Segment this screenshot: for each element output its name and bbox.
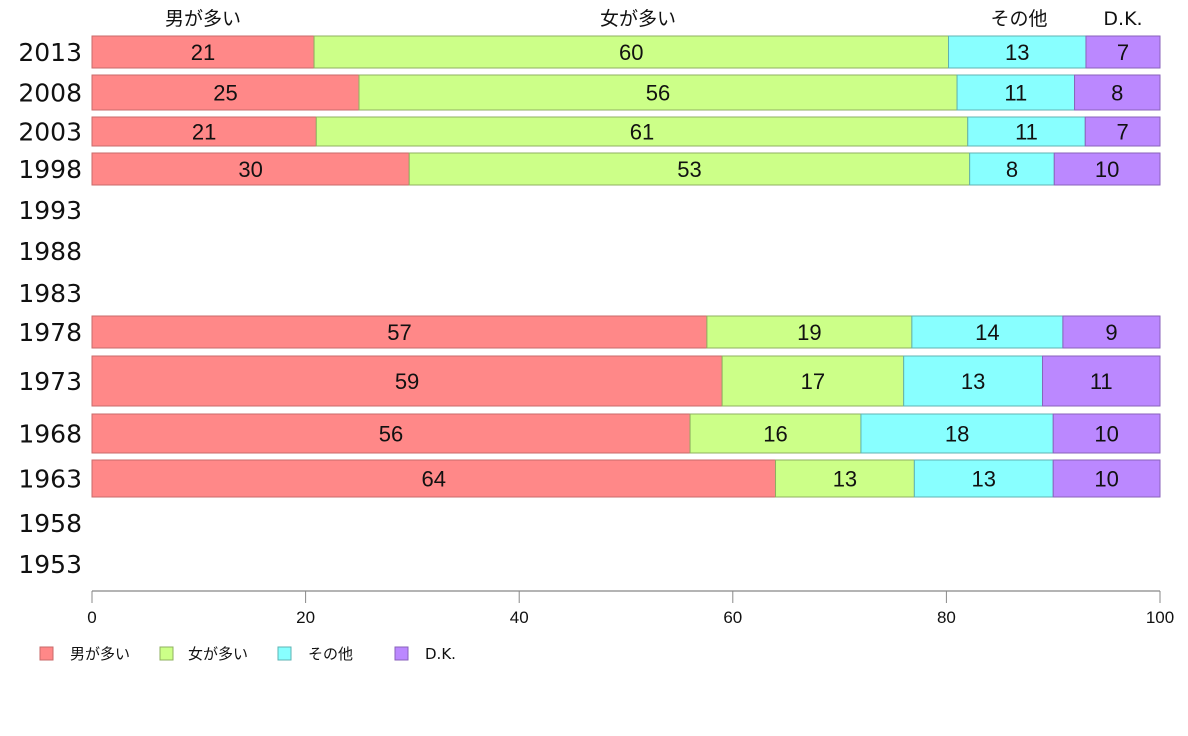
bar-value-label: 17	[801, 369, 825, 394]
bar-value-label: 11	[1015, 120, 1038, 145]
top-label-men: 男が多い	[165, 8, 241, 30]
bars: 21 60 13 7 25 56 11 8 21 61 11 7 30 53 8 10 57 19 14 9 59 17 1…	[91, 35, 1161, 498]
bar-value-label: 56	[379, 422, 403, 447]
bar-segment	[706, 315, 913, 349]
y-tick-label: 1963	[18, 465, 82, 494]
y-tick-label: 1958	[18, 509, 82, 538]
bar-segment	[903, 355, 1044, 407]
y-tick-label: 2003	[18, 118, 82, 147]
x-tick-label: 100	[1146, 608, 1174, 627]
bar-value-label: 19	[797, 320, 821, 345]
bar-value-label: 13	[1005, 40, 1029, 65]
y-tick-label: 1993	[18, 196, 82, 225]
top-label-other: その他	[990, 8, 1047, 30]
bar-segment	[91, 315, 708, 349]
bar-value-label: 56	[646, 81, 670, 106]
bar-value-label: 10	[1095, 157, 1119, 182]
bar-segment	[408, 152, 971, 186]
bar-segment	[1053, 152, 1161, 186]
bar-value-label: 25	[213, 81, 237, 106]
bar-segment	[91, 355, 723, 407]
bar-value-label: 21	[192, 120, 216, 145]
legend-swatch	[277, 646, 292, 661]
bar-segment	[313, 35, 950, 69]
bar-segment	[91, 413, 691, 454]
bar-value-label: 18	[945, 422, 969, 447]
x-tick-label: 40	[510, 608, 529, 627]
bar-segment	[91, 152, 410, 186]
bar-segment	[1085, 35, 1161, 69]
bar-value-label: 7	[1116, 120, 1128, 145]
bar-value-label: 57	[387, 320, 411, 345]
bar-value-label: 30	[238, 157, 262, 182]
bar-value-label: 7	[1117, 40, 1129, 65]
bar-value-label: 61	[630, 120, 654, 145]
legend-swatch	[159, 646, 174, 661]
bar-value-label: 59	[395, 369, 419, 394]
bar-segment	[358, 74, 958, 111]
legend-label: D.K.	[425, 645, 456, 663]
top-label-women: 女が多い	[600, 8, 676, 30]
legend: 男が多い 女が多い その他 D.K.	[39, 645, 456, 663]
y-tick-label: 1983	[18, 279, 82, 308]
legend-label: 女が多い	[188, 645, 248, 663]
y-tick-label: 1988	[18, 237, 82, 266]
bar-value-label: 21	[191, 40, 215, 65]
bar-value-label: 11	[1090, 369, 1113, 394]
legend-swatch	[394, 646, 409, 661]
legend-label: その他	[308, 645, 353, 663]
x-axis-ticks: 0 20 40 60 80 100	[87, 591, 1174, 627]
bar-segment	[721, 355, 905, 407]
y-tick-label: 1973	[18, 367, 82, 396]
y-tick-label: 1998	[18, 155, 82, 184]
bar-segment	[91, 35, 315, 69]
bar-value-label: 8	[1006, 157, 1018, 182]
bar-value-label: 10	[1094, 422, 1118, 447]
legend-label: 男が多い	[70, 645, 130, 663]
bar-segment	[315, 116, 969, 147]
bar-segment	[1042, 355, 1161, 407]
bar-segment	[913, 459, 1054, 498]
top-label-dk: D.K.	[1103, 8, 1142, 30]
bar-segment	[948, 35, 1087, 69]
x-tick-label: 80	[937, 608, 956, 627]
bar-segment	[911, 315, 1064, 349]
bar-segment	[956, 74, 1076, 111]
x-tick-label: 60	[723, 608, 742, 627]
x-tick-label: 0	[87, 608, 96, 627]
bar-value-label: 13	[972, 467, 996, 492]
y-tick-label: 1978	[18, 318, 82, 347]
bar-value-label: 14	[975, 320, 999, 345]
y-tick-label: 1968	[18, 420, 82, 449]
bar-segment	[91, 74, 360, 111]
bar-segment	[1084, 116, 1161, 147]
y-tick-label: 1953	[18, 550, 82, 579]
bar-segment	[1052, 413, 1161, 454]
bar-segment	[91, 459, 777, 498]
bar-segment	[1074, 74, 1161, 111]
legend-swatch	[39, 646, 54, 661]
y-axis-labels: 2013 2008 2003 1998 1993 1988 1983 1978 1973 1968…	[18, 38, 82, 579]
bar-value-label: 13	[961, 369, 985, 394]
bar-value-label: 64	[422, 467, 446, 492]
top-series-labels: 男が多い 女が多い その他 D.K.	[165, 8, 1143, 30]
x-tick-label: 20	[296, 608, 315, 627]
bar-segment	[91, 116, 317, 147]
bar-value-label: 53	[677, 157, 701, 182]
bar-segment	[1052, 459, 1161, 498]
bar-segment	[860, 413, 1054, 454]
bar-value-label: 8	[1111, 81, 1123, 106]
y-tick-label: 2013	[18, 38, 82, 67]
bar-value-label: 9	[1105, 320, 1117, 345]
bar-segment	[1062, 315, 1161, 349]
bar-value-label: 10	[1094, 467, 1118, 492]
bar-value-label: 16	[763, 422, 787, 447]
y-tick-label: 2008	[18, 79, 82, 108]
bar-value-label: 11	[1004, 81, 1027, 106]
bar-value-label: 60	[619, 40, 643, 65]
bar-value-label: 13	[833, 467, 857, 492]
